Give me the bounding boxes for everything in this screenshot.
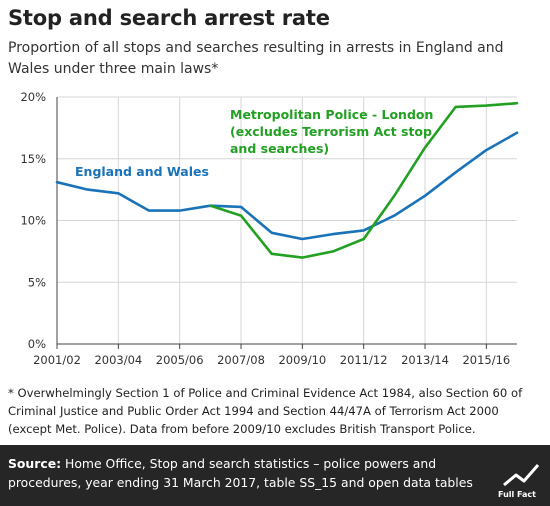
y-tick-label: 5% <box>28 275 46 289</box>
y-tick-label: 15% <box>20 152 46 166</box>
logo-text: Full Fact <box>498 490 536 499</box>
series-label-england-wales: England and Wales <box>75 164 209 179</box>
source-label: Source: <box>8 456 62 471</box>
line-chart: 0% 5% 10% 15% 20% 2001/02 2003/04 2005/06 2007/0… <box>20 90 519 367</box>
series-label-met-police: Metropolitan Police - London <box>230 107 433 122</box>
chart-title: Stop and search arrest rate <box>8 6 330 30</box>
x-tick-label: 2005/06 <box>156 353 204 367</box>
series-label-met-police: and searches) <box>230 141 329 156</box>
source-text: Source: Home Office, Stop and search sta… <box>8 454 478 492</box>
y-tick-label: 0% <box>28 337 46 351</box>
series-line-1 <box>55 131 519 241</box>
chart-subtitle: Proportion of all stops and searches res… <box>8 40 504 77</box>
y-tick-label: 10% <box>20 214 46 228</box>
x-tick-label: 2009/10 <box>278 353 326 367</box>
x-tick-label: 2001/02 <box>33 353 81 367</box>
logo-mark-icon <box>503 464 540 487</box>
series-label-met-police: (excludes Terrorism Act stop <box>230 124 432 139</box>
x-tick-label: 2011/12 <box>340 353 388 367</box>
series-line-2 <box>209 101 519 259</box>
x-tick-label: 2015/16 <box>462 353 510 367</box>
y-tick-label: 20% <box>20 90 46 104</box>
full-fact-logo-icon: Full Fact <box>498 459 542 499</box>
x-tick-label: 2003/04 <box>94 353 142 367</box>
x-tick-label: 2007/08 <box>217 353 265 367</box>
footnote: * Overwhelmingly Section 1 of Police and… <box>8 386 523 436</box>
source-body: Home Office, Stop and search statistics … <box>8 456 473 490</box>
x-tick-label: 2013/14 <box>401 353 449 367</box>
source-bar: Source: Home Office, Stop and search sta… <box>0 445 550 506</box>
